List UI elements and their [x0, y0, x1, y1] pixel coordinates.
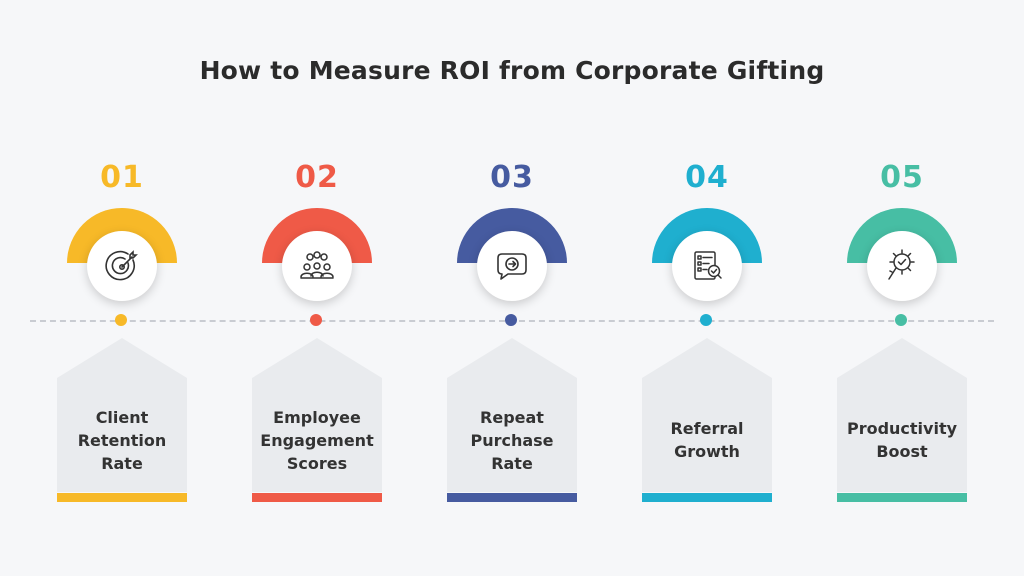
- step-label: Referral Growth: [670, 419, 744, 461]
- timeline-dot: [505, 314, 517, 326]
- step-number: 04: [685, 160, 729, 195]
- icon-badge: [672, 231, 742, 301]
- color-bar: [57, 493, 187, 502]
- step-3: 03 Repeat Purchase Rate: [447, 160, 577, 505]
- step-1: 01 Client Retention Rate: [57, 160, 187, 505]
- step-label: Repeat Purchase Rate: [470, 407, 554, 473]
- step-label: Productivity Boost: [846, 419, 958, 461]
- step-number: 01: [100, 160, 144, 195]
- step-2: 02 Employee Engagement Scores: [252, 160, 382, 505]
- color-bar: [447, 493, 577, 502]
- checklist-icon: [694, 251, 722, 280]
- color-bar: [252, 493, 382, 502]
- color-bar: [837, 493, 967, 502]
- step-4: 04 Referral Growth: [642, 160, 772, 505]
- step-label: Employee Engagement Scores: [260, 407, 374, 473]
- timeline-dot: [895, 314, 907, 326]
- color-bar: [642, 493, 772, 502]
- target-icon: [105, 250, 138, 281]
- step-number: 05: [880, 160, 924, 195]
- icon-badge: [87, 231, 157, 301]
- timeline-dot: [115, 314, 127, 326]
- timeline-dot: [310, 314, 322, 326]
- icon-badge: [867, 231, 937, 301]
- page-title: How to Measure ROI from Corporate Giftin…: [199, 56, 825, 85]
- step-number: 03: [490, 160, 534, 195]
- step-5: 05 Productivity Boost: [837, 160, 967, 505]
- step-number: 02: [295, 160, 339, 195]
- repeat-chat-icon: [497, 253, 527, 280]
- gear-check-icon: [888, 249, 915, 280]
- step-label: Client Retention Rate: [77, 407, 167, 473]
- team-icon: [300, 251, 334, 279]
- icon-badge: [477, 231, 547, 301]
- timeline-dot: [700, 314, 712, 326]
- icon-badge: [282, 231, 352, 301]
